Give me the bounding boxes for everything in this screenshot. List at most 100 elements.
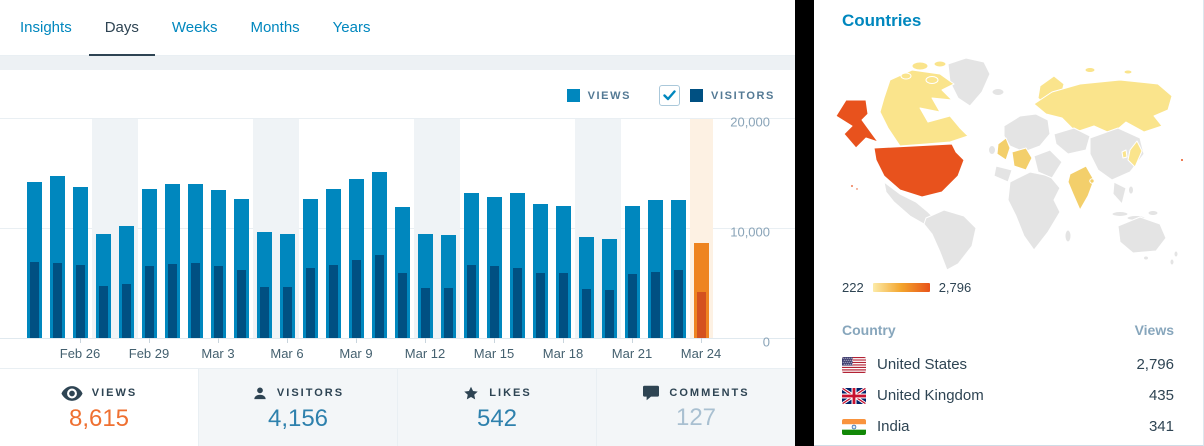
country-table: Country Views United States 2,796 United K… [842, 322, 1174, 442]
tab-insights[interactable]: Insights [20, 18, 72, 36]
map-india [1067, 165, 1095, 211]
map-australia [1117, 216, 1167, 254]
comment-icon [643, 385, 660, 401]
visitors-bar-mar-23[interactable] [673, 270, 683, 338]
gridline-0 [0, 338, 795, 339]
tile-comments-value: 127 [675, 404, 717, 431]
x-axis-tick [356, 338, 357, 343]
visitors-bar-feb-26[interactable] [75, 265, 85, 338]
map-united-kingdom [996, 137, 1011, 161]
tab-years[interactable]: Years [332, 18, 371, 36]
legend-visitors: VISITORS [659, 85, 775, 106]
map-madagascar [1064, 229, 1072, 243]
map-legend-max: 2,796 [938, 280, 972, 295]
map-canada [879, 69, 969, 147]
visitors-bar-mar-15[interactable] [489, 266, 499, 338]
tab-months[interactable]: Months [250, 18, 300, 36]
visitors-bar-feb-27[interactable] [98, 286, 108, 338]
map-central-asia [1053, 127, 1091, 155]
tab-weeks[interactable]: Weeks [171, 18, 218, 36]
tile-comments-head: COMMENTS [642, 385, 749, 401]
visitors-bar-mar-8[interactable] [328, 265, 338, 338]
x-axis-label: Mar 24 [680, 346, 722, 361]
legend-views: VIEWS [566, 89, 631, 102]
visitors-bar-feb-28[interactable] [121, 284, 131, 338]
visitors-bar-mar-6[interactable] [282, 287, 292, 338]
visitors-bar-feb-24[interactable] [29, 262, 39, 338]
map-southeast-asia [1112, 181, 1127, 205]
bar-chart: VIEWS VISITORS Feb 26 Feb 29 Mar 3 Mar 6 Mar… [0, 70, 795, 368]
x-axis-label: Mar 21 [611, 346, 653, 361]
stats-chart-panel: Insights Days Weeks Months Years VIEWS [0, 0, 795, 446]
map-philippines [1128, 185, 1134, 195]
country-name-cell: India [842, 418, 910, 435]
tile-visitors[interactable]: VISITORS 4,156 [198, 369, 397, 446]
visitors-checkbox[interactable] [659, 85, 681, 106]
map-central-europe [1011, 147, 1033, 171]
visitors-swatch [690, 89, 704, 102]
map-japan [1127, 140, 1143, 168]
visitors-bar-mar-10[interactable] [374, 255, 384, 338]
visitors-bar-mar-12[interactable] [420, 288, 430, 338]
visitors-bar-mar-19[interactable] [581, 289, 591, 338]
visitors-bar-mar-5[interactable] [259, 287, 269, 338]
tile-likes-label: LIKES [489, 387, 532, 399]
tile-likes[interactable]: LIKES 542 [397, 369, 596, 446]
visitors-bar-feb-29[interactable] [144, 266, 154, 338]
visitors-bar-mar-17[interactable] [535, 273, 545, 338]
country-row-gb: United Kingdom 435 [842, 380, 1174, 411]
visitors-bar-mar-11[interactable] [397, 273, 407, 338]
visitors-bar-mar-18[interactable] [558, 273, 568, 338]
tile-visitors-label: VISITORS [276, 387, 345, 399]
visitors-bar-mar-22[interactable] [650, 272, 660, 338]
tile-views[interactable]: VIEWS 8,615 [0, 369, 198, 446]
chart-plot [0, 70, 715, 338]
countries-panel: Countries [814, 0, 1204, 446]
visitors-bar-mar-16[interactable] [512, 268, 522, 338]
tile-comments[interactable]: COMMENTS 127 [596, 369, 795, 446]
tile-views-value: 8,615 [68, 404, 130, 432]
visitors-bar-mar-7[interactable] [305, 268, 315, 338]
visitors-bar-mar-13[interactable] [443, 288, 453, 338]
visitors-bar-mar-9[interactable] [351, 260, 361, 338]
x-axis-tick [563, 338, 564, 343]
map-iberia [993, 165, 1013, 183]
map-legend: 222 2,796 [842, 280, 971, 295]
visitors-bar-feb-25[interactable] [52, 263, 62, 338]
country-name: United Kingdom [877, 387, 984, 404]
x-axis-tick [149, 338, 150, 343]
tab-days[interactable]: Days [88, 0, 156, 56]
map-legend-min: 222 [842, 280, 864, 295]
country-views: 435 [1148, 387, 1174, 404]
country-name: United States [877, 356, 968, 373]
visitors-bar-mar-14[interactable] [466, 265, 476, 338]
visitors-bar-mar-2[interactable] [190, 263, 200, 338]
map-legend-gradient [872, 283, 930, 292]
visitors-bar-mar-20[interactable] [604, 290, 614, 338]
map-alaska [835, 99, 879, 149]
gb-flag-icon [842, 387, 866, 404]
person-icon [254, 387, 266, 399]
country-name-cell: United Kingdom [842, 387, 984, 404]
visitors-bar-mar-24[interactable] [696, 292, 706, 338]
visitors-bar-mar-3[interactable] [213, 266, 223, 338]
in-flag-icon [842, 418, 866, 435]
x-axis-tick [425, 338, 426, 343]
panel-divider [795, 0, 814, 446]
map-united-states [873, 143, 965, 198]
map-europe [1003, 113, 1051, 153]
map-china [1089, 127, 1145, 181]
views-swatch [566, 89, 580, 102]
country-row-us: United States 2,796 [842, 349, 1174, 380]
country-name: India [877, 418, 910, 435]
y-axis-label: 10,000 [730, 224, 770, 240]
map-russia [1033, 79, 1173, 135]
x-axis-label: Mar 12 [404, 346, 446, 361]
visitors-bar-mar-4[interactable] [236, 270, 246, 338]
visitors-bar-mar-21[interactable] [627, 274, 637, 338]
tile-likes-head: LIKES [462, 385, 531, 402]
tile-visitors-head: VISITORS [252, 385, 344, 402]
world-map [835, 57, 1184, 271]
visitors-bar-mar-1[interactable] [167, 264, 177, 338]
